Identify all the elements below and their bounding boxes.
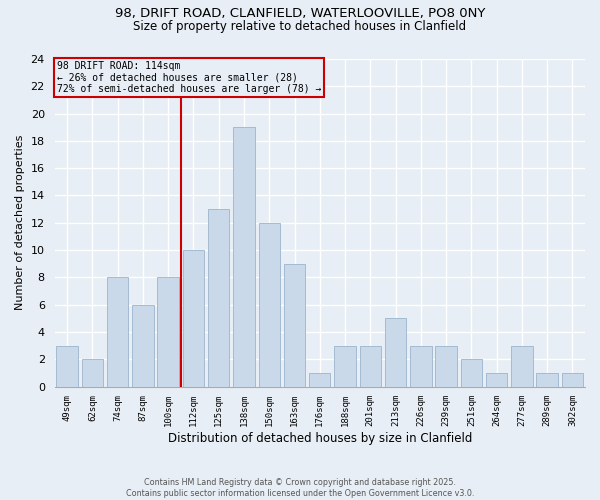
Bar — [132, 304, 154, 386]
Bar — [334, 346, 356, 387]
X-axis label: Distribution of detached houses by size in Clanfield: Distribution of detached houses by size … — [167, 432, 472, 445]
Bar — [359, 346, 381, 387]
Text: Contains HM Land Registry data © Crown copyright and database right 2025.
Contai: Contains HM Land Registry data © Crown c… — [126, 478, 474, 498]
Bar — [461, 360, 482, 386]
Bar — [157, 278, 179, 386]
Bar — [385, 318, 406, 386]
Bar — [259, 223, 280, 386]
Bar — [208, 209, 229, 386]
Text: 98, DRIFT ROAD, CLANFIELD, WATERLOOVILLE, PO8 0NY: 98, DRIFT ROAD, CLANFIELD, WATERLOOVILLE… — [115, 8, 485, 20]
Bar — [436, 346, 457, 387]
Bar — [309, 373, 331, 386]
Bar — [183, 250, 204, 386]
Bar — [56, 346, 78, 387]
Bar — [562, 373, 583, 386]
Bar — [107, 278, 128, 386]
Bar — [82, 360, 103, 386]
Bar — [410, 346, 431, 387]
Bar — [284, 264, 305, 386]
Y-axis label: Number of detached properties: Number of detached properties — [15, 135, 25, 310]
Bar — [233, 127, 255, 386]
Text: Size of property relative to detached houses in Clanfield: Size of property relative to detached ho… — [133, 20, 467, 33]
Text: 98 DRIFT ROAD: 114sqm
← 26% of detached houses are smaller (28)
72% of semi-deta: 98 DRIFT ROAD: 114sqm ← 26% of detached … — [57, 60, 322, 94]
Bar — [536, 373, 558, 386]
Bar — [511, 346, 533, 387]
Bar — [486, 373, 508, 386]
